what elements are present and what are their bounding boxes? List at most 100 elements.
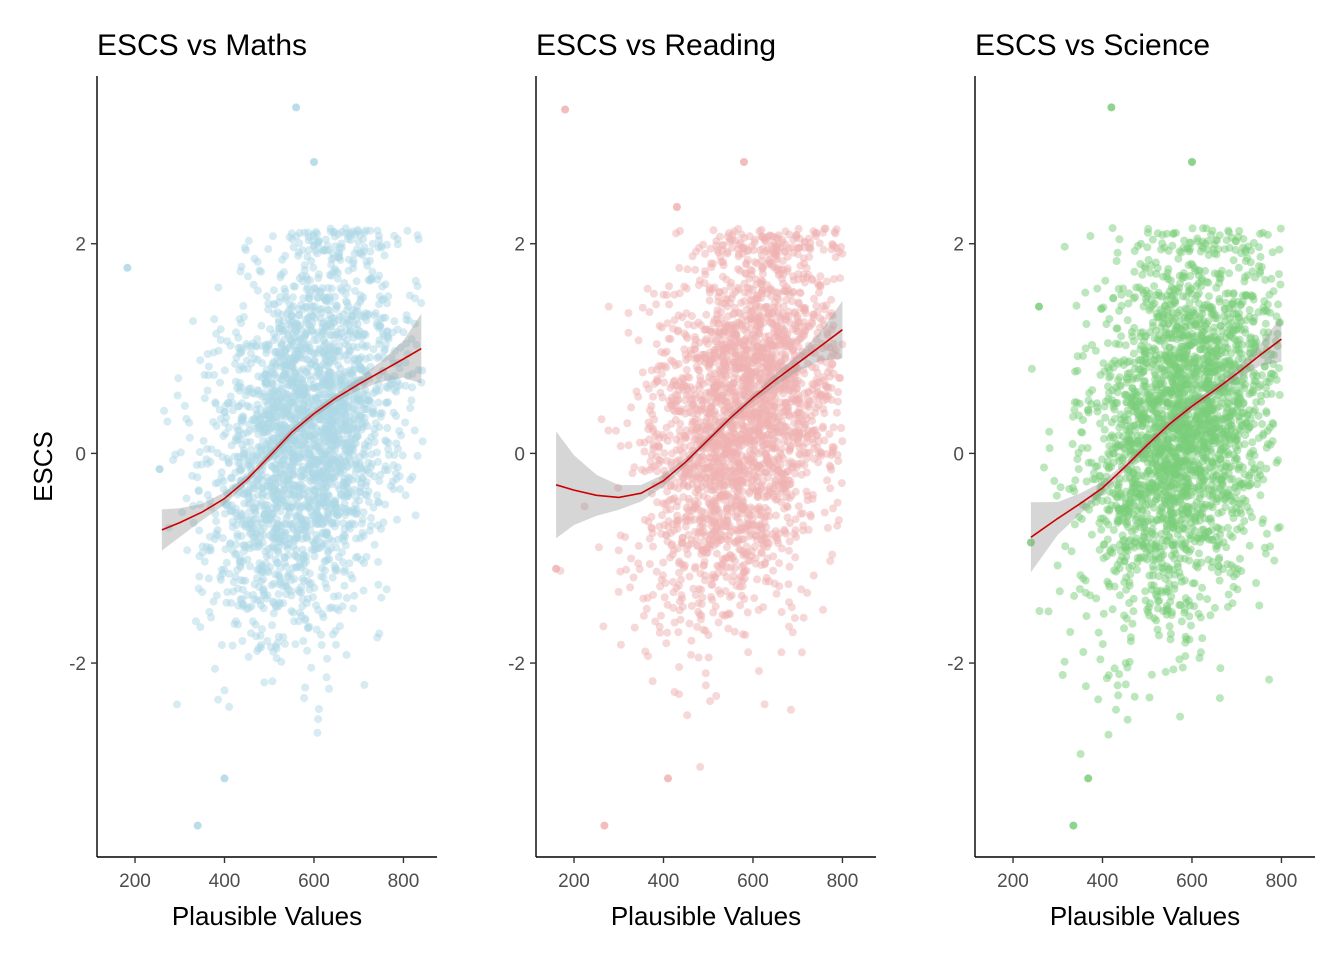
data-point	[253, 451, 262, 460]
data-point	[406, 404, 415, 412]
data-point	[302, 329, 311, 338]
data-point	[237, 319, 246, 328]
data-point	[829, 504, 837, 513]
data-point	[236, 344, 245, 352]
data-point	[218, 569, 227, 578]
data-point	[348, 401, 357, 410]
data-point	[160, 406, 169, 415]
data-point	[349, 256, 358, 265]
data-point	[682, 331, 691, 340]
data-point	[350, 354, 359, 363]
data-point	[258, 392, 267, 401]
data-point	[195, 526, 204, 535]
data-point	[707, 593, 716, 601]
data-point	[639, 611, 648, 620]
data-point	[812, 228, 821, 237]
data-point	[196, 623, 205, 632]
data-point	[837, 242, 846, 251]
data-point	[257, 519, 266, 528]
data-point	[740, 279, 749, 288]
data-point	[711, 346, 720, 355]
data-point	[296, 374, 304, 382]
data-point	[377, 593, 386, 602]
data-point	[675, 597, 684, 606]
data-point	[714, 297, 723, 306]
data-point	[647, 402, 656, 410]
data-point	[325, 555, 334, 564]
data-point	[232, 328, 240, 337]
x-tick-label: 200	[119, 871, 151, 892]
data-point	[342, 297, 350, 306]
data-point	[685, 619, 694, 628]
data-point	[657, 611, 665, 620]
data-point	[688, 420, 697, 429]
data-point	[675, 690, 683, 699]
data-point	[410, 426, 419, 435]
data-point	[822, 277, 831, 286]
data-point	[285, 300, 294, 309]
data-point	[343, 336, 352, 345]
data-point	[323, 456, 331, 465]
data-point	[644, 384, 653, 393]
data-point	[614, 587, 623, 596]
data-point	[338, 602, 347, 611]
data-point	[828, 360, 837, 369]
data-point	[223, 588, 232, 597]
data-point	[371, 419, 380, 428]
data-point	[336, 469, 345, 478]
data-point	[332, 305, 341, 313]
data-point	[353, 464, 362, 473]
x-tick-label: 800	[388, 871, 420, 892]
data-point	[809, 571, 818, 580]
data-point	[163, 417, 172, 426]
data-point	[220, 774, 229, 783]
data-point	[259, 585, 268, 593]
data-point	[282, 502, 291, 511]
data-point	[389, 461, 398, 470]
data-point	[797, 470, 806, 479]
data-point	[274, 319, 283, 327]
data-point	[342, 650, 351, 659]
data-point	[725, 537, 734, 545]
data-point	[322, 584, 331, 592]
data-point	[352, 277, 361, 286]
data-point	[342, 594, 351, 602]
data-point	[372, 384, 381, 393]
data-point	[645, 308, 654, 316]
data-point	[392, 439, 401, 448]
data-point	[670, 376, 679, 385]
data-point	[339, 310, 348, 319]
data-point	[303, 623, 312, 632]
data-point	[677, 575, 685, 584]
data-point	[758, 262, 767, 271]
data-point	[240, 499, 249, 508]
data-point	[643, 284, 652, 293]
data-point	[740, 432, 749, 441]
y-tick-label: 2	[75, 235, 86, 256]
data-point	[329, 339, 338, 348]
data-point	[402, 311, 411, 320]
data-point	[772, 511, 780, 520]
data-point	[816, 272, 825, 281]
data-point	[341, 511, 350, 520]
data-point	[308, 421, 317, 430]
data-point	[827, 465, 836, 474]
data-point	[739, 548, 748, 556]
data-point	[250, 503, 259, 512]
data-point	[642, 604, 651, 613]
data-point	[275, 572, 284, 581]
data-point	[373, 354, 382, 363]
data-point	[264, 305, 273, 314]
data-point	[770, 249, 779, 258]
data-point	[328, 537, 337, 545]
data-point	[360, 413, 369, 422]
data-point	[624, 309, 633, 317]
data-point	[758, 529, 767, 538]
data-point	[768, 309, 777, 318]
data-point	[301, 500, 310, 509]
data-point	[273, 520, 282, 529]
data-point	[683, 711, 692, 720]
data-point	[274, 590, 283, 599]
data-point	[265, 515, 274, 524]
